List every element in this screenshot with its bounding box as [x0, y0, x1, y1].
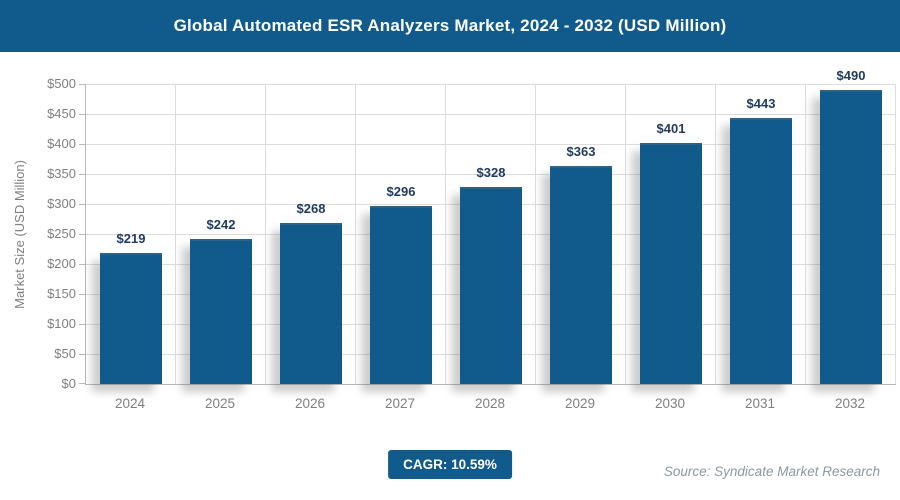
bar-value-label: $296 — [386, 184, 416, 200]
x-axis-tick-label: 2027 — [384, 396, 416, 411]
source-note: Source: Syndicate Market Research — [663, 464, 880, 479]
bar-value-label: $443 — [746, 96, 776, 112]
x-axis-tick-label: 2026 — [294, 396, 326, 411]
y-axis-tick-mark — [79, 324, 86, 325]
y-axis-tick-label: $0 — [61, 376, 76, 391]
x-axis-tick-label: 2032 — [834, 396, 866, 411]
y-axis-tick-label: $300 — [47, 196, 76, 211]
y-axis-tick-label: $150 — [47, 286, 76, 301]
y-axis-tick-mark — [79, 264, 86, 265]
gridline-vertical — [625, 84, 626, 384]
x-axis-tick-label: 2031 — [744, 396, 776, 411]
bar-value-label: $401 — [656, 121, 686, 137]
bar-2029 — [550, 166, 612, 384]
bar-value-label: $328 — [476, 165, 506, 181]
gridline-horizontal — [86, 144, 896, 145]
x-axis-tick-labels: 2024 2025 2026 2027 2028 2029 2030 2031 2032 — [85, 396, 895, 416]
x-axis-tick-label: 2028 — [474, 396, 506, 411]
gridline-vertical — [265, 84, 266, 384]
bar-2024 — [100, 252, 162, 384]
y-axis-tick-label: $50 — [54, 346, 76, 361]
gridline-horizontal — [86, 84, 896, 85]
bar-2032 — [820, 90, 882, 384]
y-axis-tick-mark — [79, 84, 86, 85]
y-axis-tick-label: $350 — [47, 166, 76, 181]
x-axis-tick-label: 2030 — [654, 396, 686, 411]
bar-value-label: $490 — [836, 68, 866, 83]
gridline-vertical — [535, 84, 536, 384]
y-axis-tick-label: $450 — [47, 106, 76, 121]
y-axis-tick-mark — [79, 174, 86, 175]
bar-2028 — [460, 187, 522, 384]
bar-2027 — [370, 206, 432, 384]
y-axis-tick-label: $100 — [47, 316, 76, 331]
gridline-horizontal — [86, 114, 896, 115]
gridline-vertical — [895, 84, 896, 384]
gridline-vertical — [355, 84, 356, 384]
y-axis-tick-label: $400 — [47, 136, 76, 151]
y-axis-tick-mark — [79, 234, 86, 235]
gridline-vertical — [715, 84, 716, 384]
y-axis-tick-mark — [79, 114, 86, 115]
y-axis-tick-mark — [79, 204, 86, 205]
gridline-vertical — [805, 84, 806, 384]
y-axis-tick-mark — [79, 383, 86, 384]
gridline-horizontal — [86, 174, 896, 175]
y-axis-tick-labels: $0 $50 $100 $150 $200 $250 $300 $350 $400 $450 $50… — [0, 77, 76, 391]
chart-header: Global Automated ESR Analyzers Market, 2… — [0, 0, 900, 52]
y-axis-tick-mark — [79, 294, 86, 295]
x-axis-tick-label: 2029 — [564, 396, 596, 411]
x-axis-tick-label: 2025 — [204, 396, 236, 411]
bar-2025 — [190, 238, 252, 384]
y-axis-tick-mark — [79, 144, 86, 145]
bar-2030 — [640, 143, 702, 384]
plot-area: $219 $242 $268 $296 $328 $363 $401 $443 $490 — [79, 68, 896, 385]
y-axis-tick-mark — [79, 354, 86, 355]
cagr-badge: CAGR: 10.59% — [388, 450, 512, 479]
y-axis-tick-label: $250 — [47, 226, 76, 241]
bar-value-label: $219 — [116, 230, 146, 246]
bar-2026 — [280, 223, 342, 384]
bar-value-label: $268 — [296, 201, 326, 217]
chart-title: Global Automated ESR Analyzers Market, 2… — [173, 16, 727, 35]
gridline-vertical — [445, 84, 446, 384]
bar-2031 — [730, 118, 792, 384]
gridline-vertical — [175, 84, 176, 384]
bar-value-label: $242 — [206, 216, 236, 232]
y-axis-tick-label: $200 — [47, 256, 76, 271]
bar-value-label: $363 — [566, 144, 596, 160]
y-axis-tick-label: $500 — [47, 76, 76, 91]
x-axis-tick-label: 2024 — [114, 396, 146, 411]
